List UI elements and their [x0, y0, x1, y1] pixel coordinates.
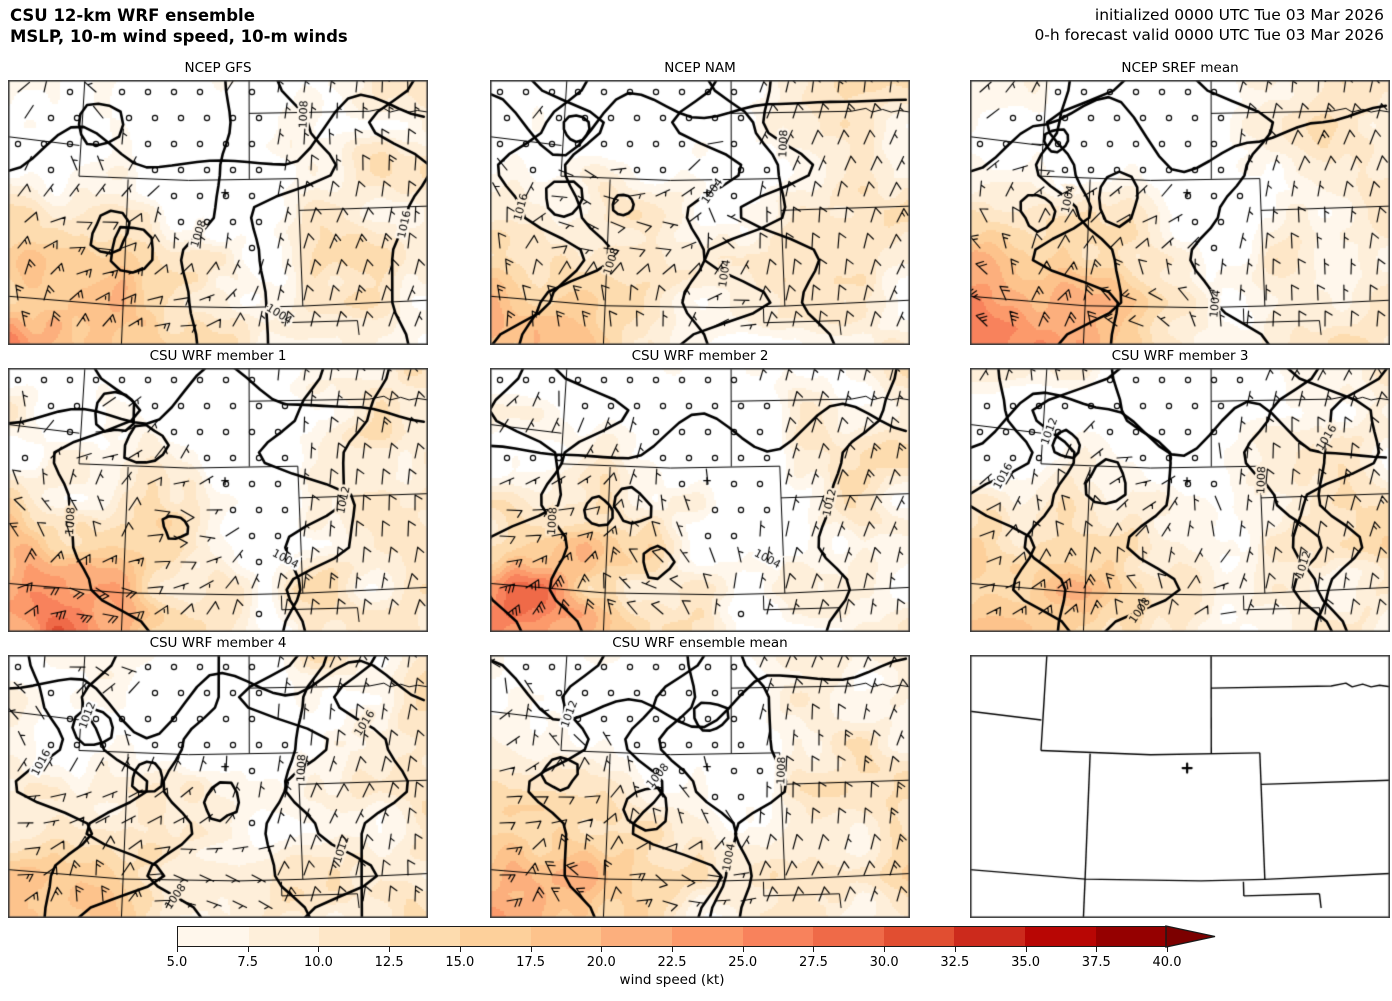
- colorbar-tick: [247, 947, 249, 952]
- map-panel-wrf-member-4: CSU WRF member 4: [8, 635, 428, 918]
- colorbar-segment: [954, 927, 1025, 946]
- colorbar-segment: [460, 927, 531, 946]
- colorbar-tick-label: 27.5: [798, 955, 828, 970]
- map-canvas-ncep-sref-mean: [970, 80, 1390, 345]
- figure-title-line1: CSU 12-km WRF ensemble: [10, 6, 255, 25]
- colorbar-label: wind speed (kt): [619, 972, 725, 988]
- colorbar-tick-label: 7.5: [237, 955, 259, 970]
- colorbar-segment: [742, 927, 814, 946]
- colorbar-tick-label: 30.0: [869, 955, 899, 970]
- colorbar-segment: [1024, 927, 1096, 946]
- map-canvas-wrf-member-1: [8, 368, 428, 632]
- colorbar-tick: [318, 947, 320, 952]
- colorbar-tick-label: 35.0: [1011, 955, 1041, 970]
- colorbar-tick-label: 5.0: [166, 955, 188, 970]
- panel-title: NCEP NAM: [664, 60, 736, 76]
- colorbar-segment: [530, 927, 602, 946]
- init-time-text: initialized 0000 UTC Tue 03 Mar 2026: [1094, 6, 1384, 24]
- map-canvas-wrf-member-4: [8, 655, 428, 918]
- colorbar-tick-label: 37.5: [1081, 955, 1111, 970]
- map-panel-ncep-nam: NCEP NAM: [490, 60, 910, 345]
- panel-title: CSU WRF member 2: [631, 348, 769, 364]
- colorbar-tick: [177, 947, 178, 952]
- panel-title: CSU WRF member 3: [1111, 348, 1249, 364]
- colorbar-segment: [319, 927, 390, 946]
- figure-title: CSU 12-km WRF ensemble MSLP, 10-m wind s…: [10, 5, 348, 47]
- colorbar-segment: [248, 927, 320, 946]
- panel-title: CSU WRF member 1: [149, 348, 287, 364]
- map-canvas-wrf-member-3: [970, 368, 1390, 632]
- colorbar-segment: [1095, 927, 1167, 946]
- colorbar-segment: [178, 927, 249, 946]
- panel-title: CSU WRF ensemble mean: [612, 635, 788, 651]
- colorbar-tick-label: 17.5: [516, 955, 546, 970]
- panel-title: NCEP SREF mean: [1121, 60, 1239, 76]
- valid-time-text: 0-h forecast valid 0000 UTC Tue 03 Mar 2…: [1034, 26, 1384, 44]
- colorbar-tick: [459, 947, 461, 952]
- panel-title: NCEP GFS: [184, 60, 252, 76]
- colorbar-segment: [389, 927, 461, 946]
- colorbar-tick: [813, 947, 815, 952]
- panel-title: CSU WRF member 4: [149, 635, 287, 651]
- colorbar-tick-label: 22.5: [657, 955, 687, 970]
- colorbar-tick: [954, 947, 956, 952]
- colorbar-tick-label: 20.0: [586, 955, 616, 970]
- colorbar-tick: [672, 947, 673, 952]
- colorbar-tick-label: 12.5: [374, 955, 404, 970]
- colorbar-gradient: [177, 926, 1167, 947]
- colorbar-segment: [883, 927, 955, 946]
- map-canvas-ncep-nam: [490, 80, 910, 345]
- map-panel-wrf-member-2: CSU WRF member 2: [490, 348, 910, 632]
- map-panel-ncep-sref-mean: NCEP SREF mean: [970, 60, 1390, 345]
- colorbar-tick: [742, 947, 744, 952]
- colorbar: 5.0 7.5 10.0 12.5 15.0 17.5 20.0 22.5 25.0 27.5 30…: [167, 925, 1216, 970]
- init-info: initialized 0000 UTC Tue 03 Mar 2026 0-h…: [1034, 5, 1384, 45]
- colorbar-tick: [389, 947, 391, 952]
- colorbar-tick: [884, 947, 886, 952]
- map-panel-empty-basemap: [970, 655, 1390, 918]
- map-canvas-empty-basemap: [970, 655, 1390, 918]
- map-panel-ncep-gfs: NCEP GFS: [8, 60, 428, 345]
- map-canvas-ncep-gfs: [8, 80, 428, 345]
- map-panel-wrf-ensemble-mean: CSU WRF ensemble mean: [490, 635, 910, 918]
- colorbar-extend-arrow: [1165, 925, 1216, 948]
- colorbar-tick: [1096, 947, 1098, 952]
- colorbar-tick-label: 40.0: [1152, 955, 1182, 970]
- colorbar-tick-label: 10.0: [303, 955, 333, 970]
- colorbar-tick-label: 32.5: [940, 955, 970, 970]
- colorbar-segment: [672, 927, 743, 946]
- colorbar-tick-label: 15.0: [445, 955, 475, 970]
- map-canvas-wrf-ensemble-mean: [490, 655, 910, 918]
- colorbar-tick-label: 25.0: [728, 955, 758, 970]
- colorbar-segment: [813, 927, 884, 946]
- colorbar-tick: [1025, 947, 1027, 952]
- colorbar-tick: [1167, 947, 1168, 952]
- map-panel-wrf-member-1: CSU WRF member 1: [8, 348, 428, 632]
- colorbar-segment: [601, 927, 673, 946]
- colorbar-tick: [530, 947, 532, 952]
- map-canvas-wrf-member-2: [490, 368, 910, 632]
- figure-title-line2: MSLP, 10-m wind speed, 10-m winds: [10, 27, 348, 46]
- map-panel-wrf-member-3: CSU WRF member 3: [970, 348, 1390, 632]
- colorbar-tick: [601, 947, 603, 952]
